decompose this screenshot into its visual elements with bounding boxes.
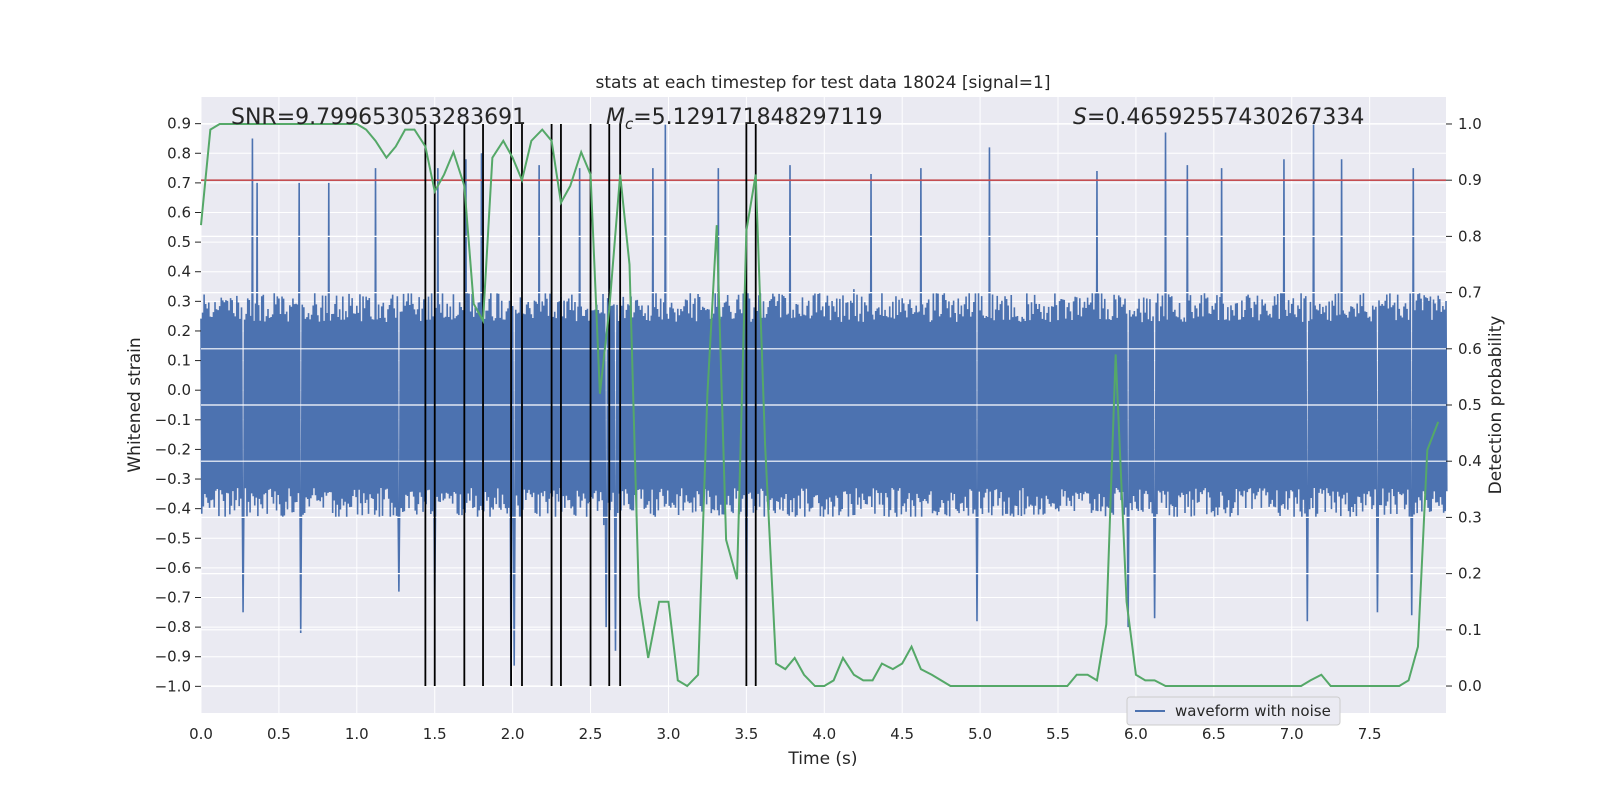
x-tick-label: 4.0	[812, 725, 836, 743]
right-tick-label: 0.7	[1458, 284, 1482, 302]
left-tick-label: −0.2	[155, 440, 191, 458]
x-tick-label: 4.5	[890, 725, 914, 743]
x-tick-label: 2.5	[579, 725, 603, 743]
x-tick-label: 2.0	[501, 725, 525, 743]
snr-annotation: SNR=9.799653053283691	[231, 105, 526, 130]
left-tick-label: −0.9	[155, 648, 191, 666]
detection-probability-line	[200, 122, 1440, 688]
right-tick-label: 0.0	[1458, 677, 1482, 695]
right-tick-label: 0.3	[1458, 508, 1482, 526]
right-axis-label: Detection probability	[1486, 316, 1506, 495]
right-tick-label: 0.2	[1458, 565, 1482, 583]
left-tick-label: 0.9	[167, 115, 191, 133]
x-tick-label: 6.0	[1124, 725, 1148, 743]
left-tick-label: 0.2	[167, 322, 191, 340]
right-axis-ticks: 1.0 0.9 0.8 0.7 0.6 0.5 0.4 0.3 0.2 0.1 0.0	[1446, 115, 1482, 695]
left-tick-label: −0.7	[155, 589, 191, 607]
left-tick-label: −0.4	[155, 500, 191, 518]
right-tick-label: 0.5	[1458, 396, 1482, 414]
right-tick-label: 1.0	[1458, 115, 1482, 133]
x-tick-label: 5.5	[1046, 725, 1070, 743]
x-tick-label: 3.0	[657, 725, 681, 743]
x-axis-ticks: 0.0 0.5 1.0 1.5 2.0 2.5 3.0 3.5 4.0 4.5 5.0 5.5 6.0 6…	[189, 725, 1382, 743]
x-tick-label: 0.0	[189, 725, 213, 743]
right-tick-label: 0.6	[1458, 340, 1482, 358]
x-tick-label: 3.5	[734, 725, 758, 743]
chart-title: stats at each timestep for test data 180…	[596, 73, 1051, 93]
left-axis-ticks: 0.9 0.8 0.7 0.6 0.5 0.4 0.3 0.2 0.1 0.0 −0.1 −0.2 −0…	[155, 115, 201, 695]
left-axis-label: Whitened strain	[125, 337, 145, 472]
x-tick-label: 0.5	[267, 725, 291, 743]
chirp-mass-subscript: c	[625, 115, 634, 133]
x-tick-label: 6.5	[1202, 725, 1226, 743]
x-tick-label: 5.0	[968, 725, 992, 743]
right-tick-label: 0.9	[1458, 171, 1482, 189]
left-tick-label: −0.8	[155, 618, 191, 636]
left-tick-label: 0.4	[167, 263, 191, 281]
left-tick-label: 0.6	[167, 204, 191, 222]
legend-box	[1126, 696, 1341, 726]
statistic-annotation: S=0.46592557430267334	[1073, 105, 1364, 130]
left-tick-label: 0.8	[167, 144, 191, 162]
right-tick-label: 0.4	[1458, 452, 1482, 470]
x-tick-label: 1.0	[345, 725, 369, 743]
left-tick-label: 0.7	[167, 174, 191, 192]
chirp-mass-value: =5.129171848297119	[633, 105, 882, 130]
left-tick-label: 0.5	[167, 233, 191, 251]
chirp-mass-annotation: Mc=5.129171848297119	[606, 105, 883, 133]
left-tick-label: 0.3	[167, 292, 191, 310]
left-tick-label: 0.1	[167, 352, 191, 370]
left-tick-label: −0.6	[155, 559, 191, 577]
x-tick-label: 1.5	[423, 725, 447, 743]
left-tick-label: −0.1	[155, 411, 191, 429]
legend: waveform with noise	[1126, 696, 1341, 726]
detection-marker-lines	[424, 123, 757, 687]
x-axis-label: Time (s)	[787, 749, 857, 769]
left-tick-label: 0.0	[167, 381, 191, 399]
x-tick-label: 7.5	[1358, 725, 1382, 743]
chirp-mass-symbol: M	[606, 105, 625, 130]
right-tick-label: 0.8	[1458, 227, 1482, 245]
statistic-symbol: S	[1073, 105, 1087, 130]
left-tick-label: −0.5	[155, 529, 191, 547]
left-tick-label: −1.0	[155, 677, 191, 695]
left-tick-label: −0.3	[155, 470, 191, 488]
right-tick-label: 0.1	[1458, 621, 1482, 639]
x-tick-label: 7.0	[1280, 725, 1304, 743]
statistic-value: =0.46592557430267334	[1087, 105, 1364, 130]
legend-label: waveform with noise	[1175, 702, 1331, 720]
